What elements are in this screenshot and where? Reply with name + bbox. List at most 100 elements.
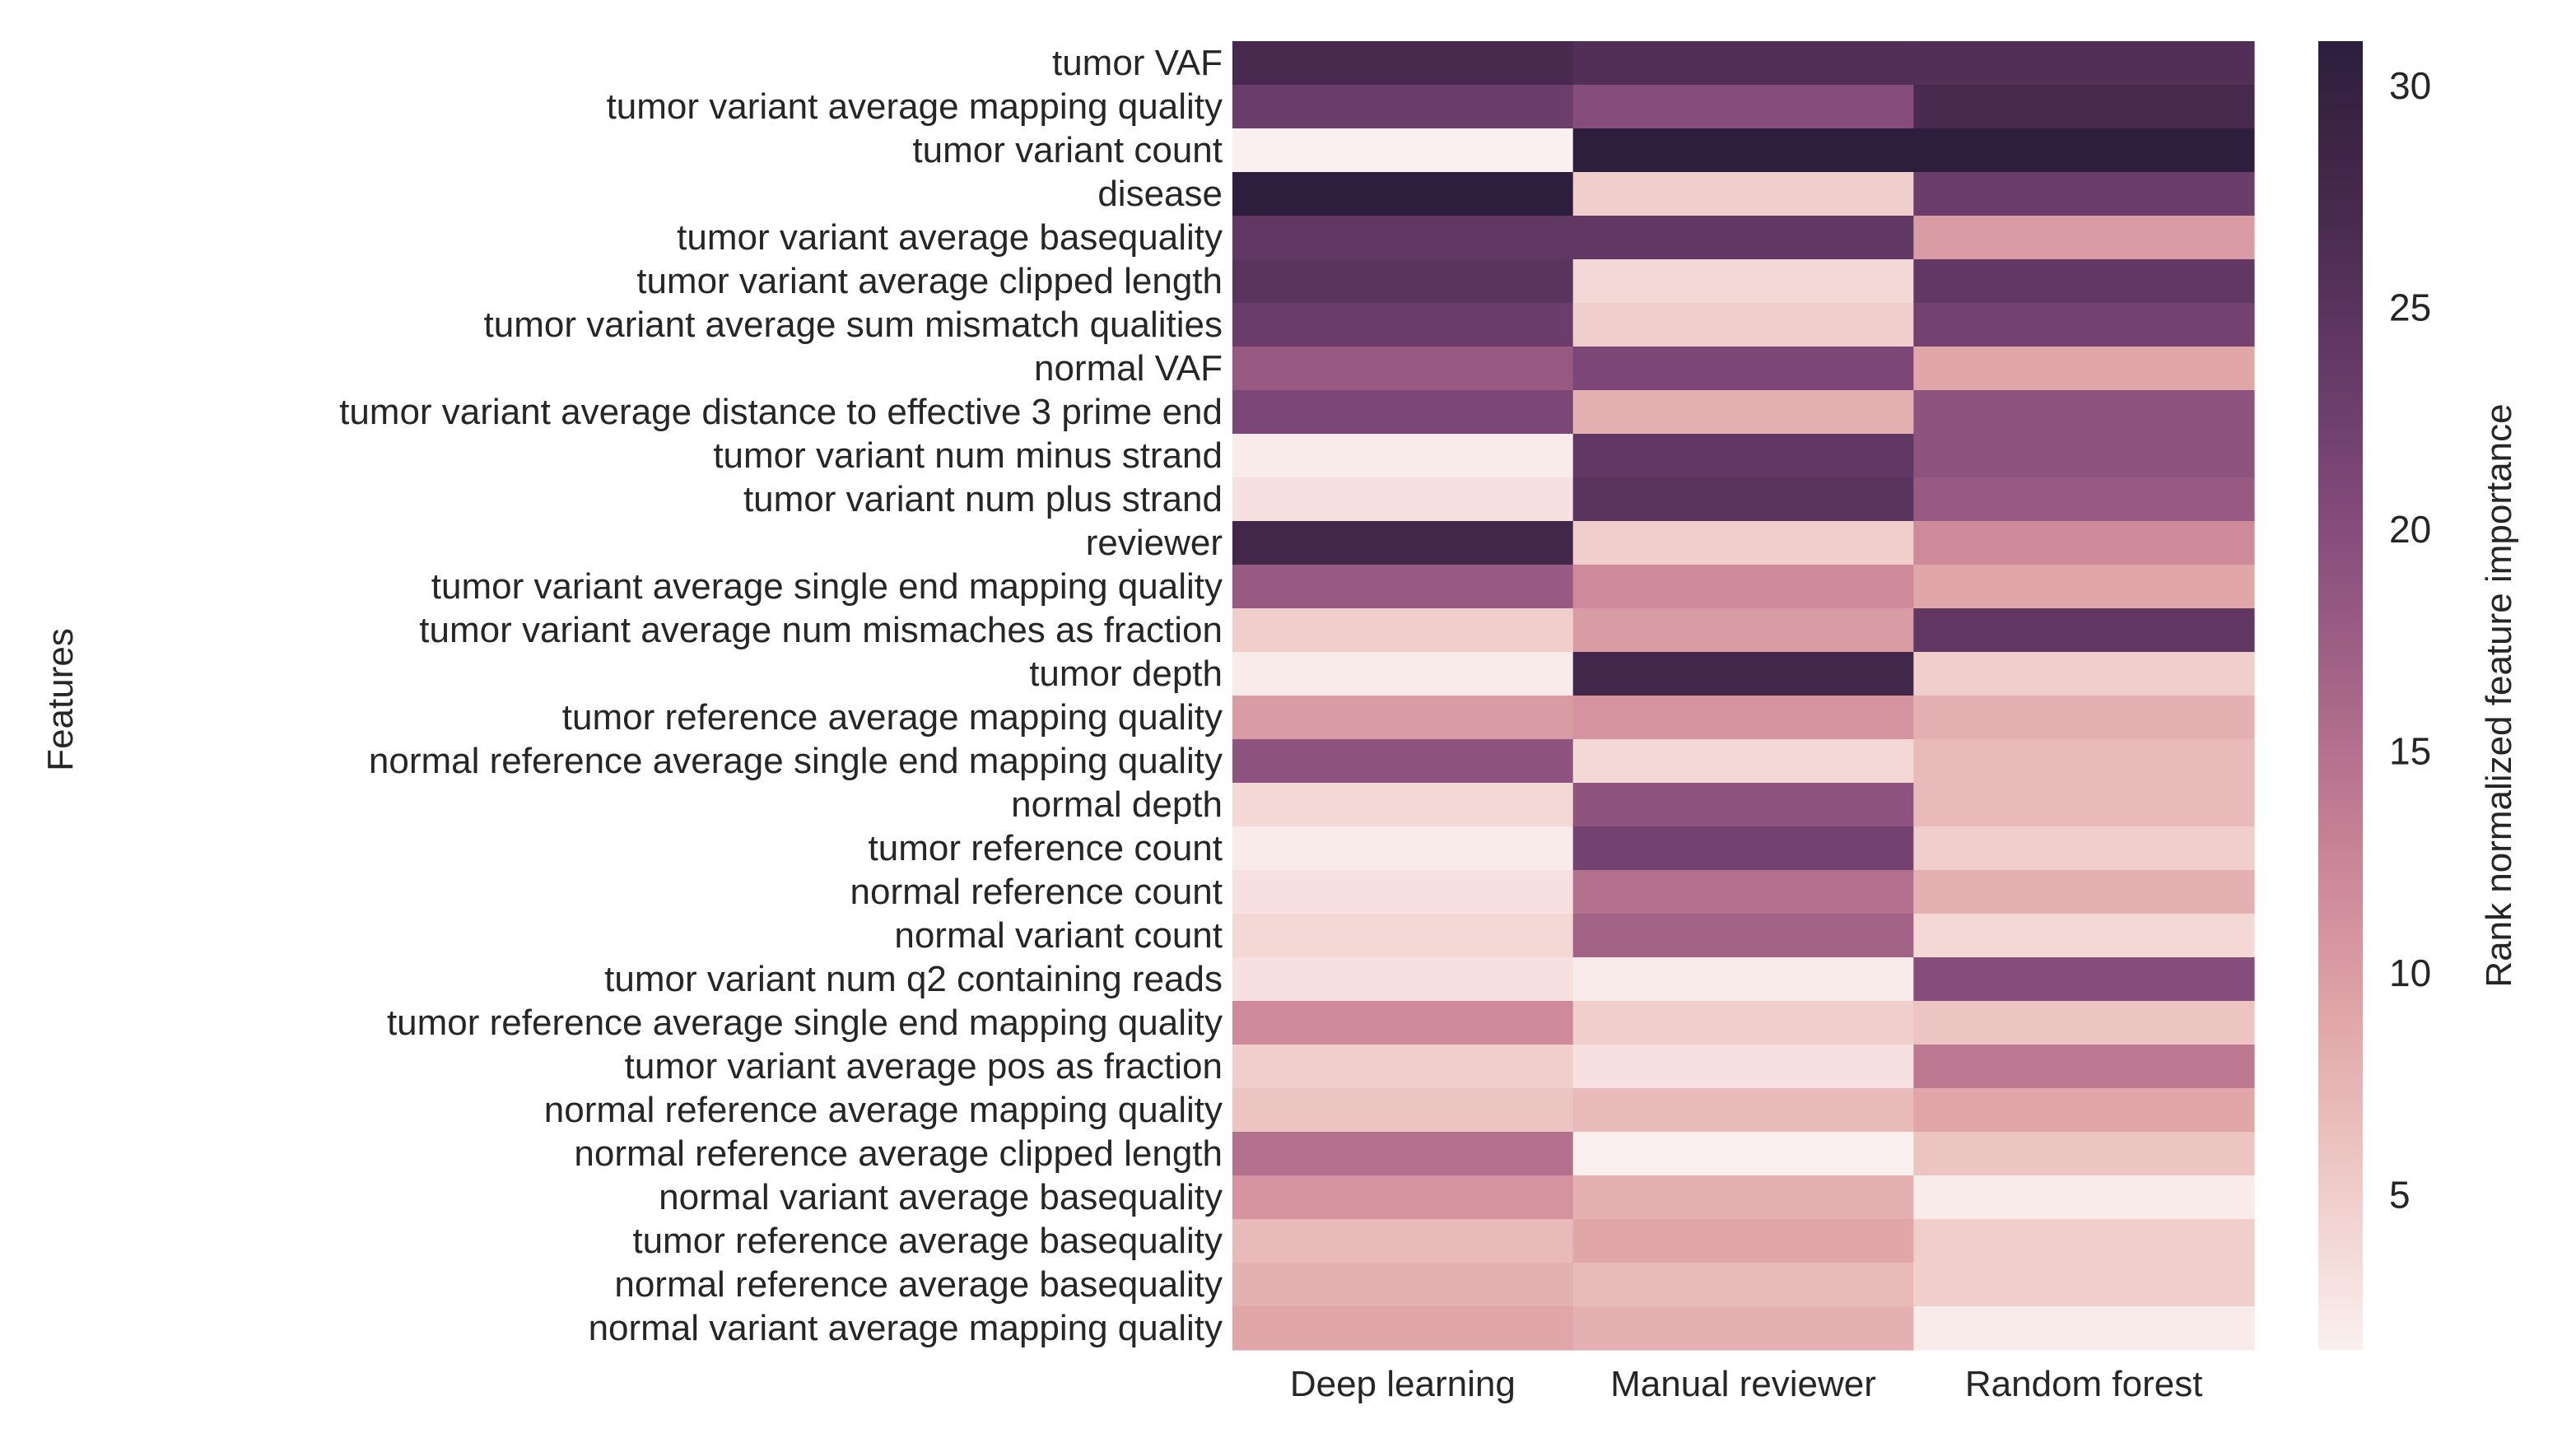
row-label: tumor variant average distance to effect…	[339, 392, 1223, 432]
heatmap-cell	[1913, 172, 2255, 216]
row-label: tumor variant num q2 containing reads	[604, 959, 1223, 999]
heatmap-cell	[1572, 1175, 1914, 1220]
heatmap-cell	[1232, 696, 1574, 740]
heatmap-cell	[1232, 783, 1574, 827]
row-label: normal reference average mapping quality	[544, 1090, 1223, 1130]
heatmap-cell	[1232, 128, 1574, 173]
heatmap-cell	[1232, 1263, 1574, 1307]
heatmap-cell	[1232, 41, 1574, 86]
heatmap-cell	[1913, 870, 2255, 914]
colorbar-tick-label: 10	[2389, 952, 2431, 994]
row-label: normal reference count	[850, 872, 1223, 912]
heatmap-cell	[1572, 1001, 1914, 1045]
row-label: normal variant average basequality	[659, 1177, 1223, 1217]
row-label: tumor depth	[1029, 654, 1223, 694]
heatmap-cell	[1572, 347, 1914, 391]
heatmap-cell	[1232, 1088, 1574, 1133]
row-label: tumor reference average basequality	[632, 1221, 1223, 1261]
row-label: normal reference average single end mapp…	[369, 741, 1223, 781]
heatmap-cells	[1232, 41, 2255, 1351]
heatmap-cell	[1232, 172, 1574, 216]
heatmap-cell	[1572, 957, 1914, 1002]
heatmap-cell	[1572, 434, 1914, 478]
heatmap-cell	[1572, 216, 1914, 260]
row-label: normal VAF	[1034, 348, 1223, 389]
row-label: tumor variant average clipped length	[636, 261, 1223, 301]
heatmap-cell	[1232, 259, 1574, 304]
heatmap-cell	[1913, 1219, 2255, 1263]
colorbar-tick-label: 20	[2389, 508, 2431, 551]
row-label: tumor reference count	[869, 828, 1223, 868]
heatmap-cell	[1913, 85, 2255, 129]
heatmap-cell	[1572, 652, 1914, 696]
heatmap-cell	[1232, 434, 1574, 478]
y-axis-label: Features	[40, 628, 81, 771]
heatmap-cell	[1572, 783, 1914, 827]
heatmap-cell	[1572, 608, 1914, 653]
heatmap-cell	[1572, 1306, 1914, 1351]
row-label: tumor variant num minus strand	[713, 435, 1223, 476]
colorbar-tick-label: 30	[2389, 64, 2431, 107]
heatmap-cell	[1232, 390, 1574, 435]
heatmap-cell	[1913, 783, 2255, 827]
heatmap-cell	[1913, 259, 2255, 304]
row-label: tumor variant average num mismaches as f…	[419, 610, 1223, 650]
row-label: normal reference average clipped length	[574, 1133, 1223, 1174]
colorbar-ticks: 5 10 15 20 25 30	[2389, 64, 2431, 1216]
row-label: disease	[1097, 174, 1223, 214]
colorbar	[2318, 41, 2363, 1350]
column-label: Manual reviewer	[1610, 1364, 1876, 1404]
heatmap-cell	[1232, 216, 1574, 260]
column-label: Random forest	[1965, 1364, 2203, 1404]
heatmap-cell	[1913, 521, 2255, 565]
row-label: tumor variant average single end mapping…	[431, 566, 1223, 607]
heatmap-cell	[1913, 1175, 2255, 1220]
colorbar-tick-label: 25	[2389, 286, 2431, 328]
heatmap-cell	[1572, 128, 1914, 173]
heatmap-cell	[1232, 739, 1574, 784]
heatmap-cell	[1913, 565, 2255, 609]
heatmap-cell	[1913, 1045, 2255, 1089]
heatmap-cell	[1913, 1132, 2255, 1176]
row-label: tumor variant average basequality	[677, 217, 1223, 258]
heatmap-cell	[1572, 696, 1914, 740]
heatmap-cell	[1232, 85, 1574, 129]
heatmap-cell	[1572, 521, 1914, 565]
row-label: normal depth	[1011, 784, 1223, 825]
heatmap-cell	[1572, 41, 1914, 86]
heatmap-cell	[1232, 303, 1574, 347]
heatmap-cell	[1913, 41, 2255, 86]
heatmap-cell	[1232, 608, 1574, 653]
heatmap-cell	[1913, 914, 2255, 958]
heatmap-cell	[1232, 347, 1574, 391]
heatmap-cell	[1913, 957, 2255, 1002]
row-label: normal variant average mapping quality	[589, 1308, 1223, 1348]
heatmap-cell	[1232, 1045, 1574, 1089]
heatmap-cell	[1913, 1263, 2255, 1307]
row-label: normal variant count	[894, 915, 1223, 956]
row-label: tumor variant average sum mismatch quali…	[484, 305, 1223, 345]
heatmap-cell	[1572, 1045, 1914, 1089]
heatmap-cell	[1913, 826, 2255, 871]
heatmap-cell	[1232, 652, 1574, 696]
row-label: tumor variant average mapping quality	[607, 86, 1223, 127]
heatmap-cell	[1232, 1001, 1574, 1045]
row-label: tumor reference average single end mappi…	[387, 1003, 1223, 1043]
row-label: reviewer	[1086, 523, 1223, 563]
heatmap-cell	[1232, 1219, 1574, 1263]
heatmap-cell	[1913, 696, 2255, 740]
heatmap-cell	[1232, 914, 1574, 958]
heatmap-cell	[1913, 608, 2255, 653]
heatmap-cell	[1572, 172, 1914, 216]
row-label: normal reference average basequality	[614, 1264, 1223, 1305]
heatmap-cell	[1572, 477, 1914, 522]
heatmap-cell	[1913, 347, 2255, 391]
colorbar-tick-label: 15	[2389, 729, 2431, 772]
heatmap-cell	[1572, 739, 1914, 784]
heatmap-cell	[1913, 652, 2255, 696]
column-label: Deep learning	[1290, 1364, 1516, 1404]
heatmap-cell	[1232, 477, 1574, 522]
heatmap-cell	[1232, 521, 1574, 565]
